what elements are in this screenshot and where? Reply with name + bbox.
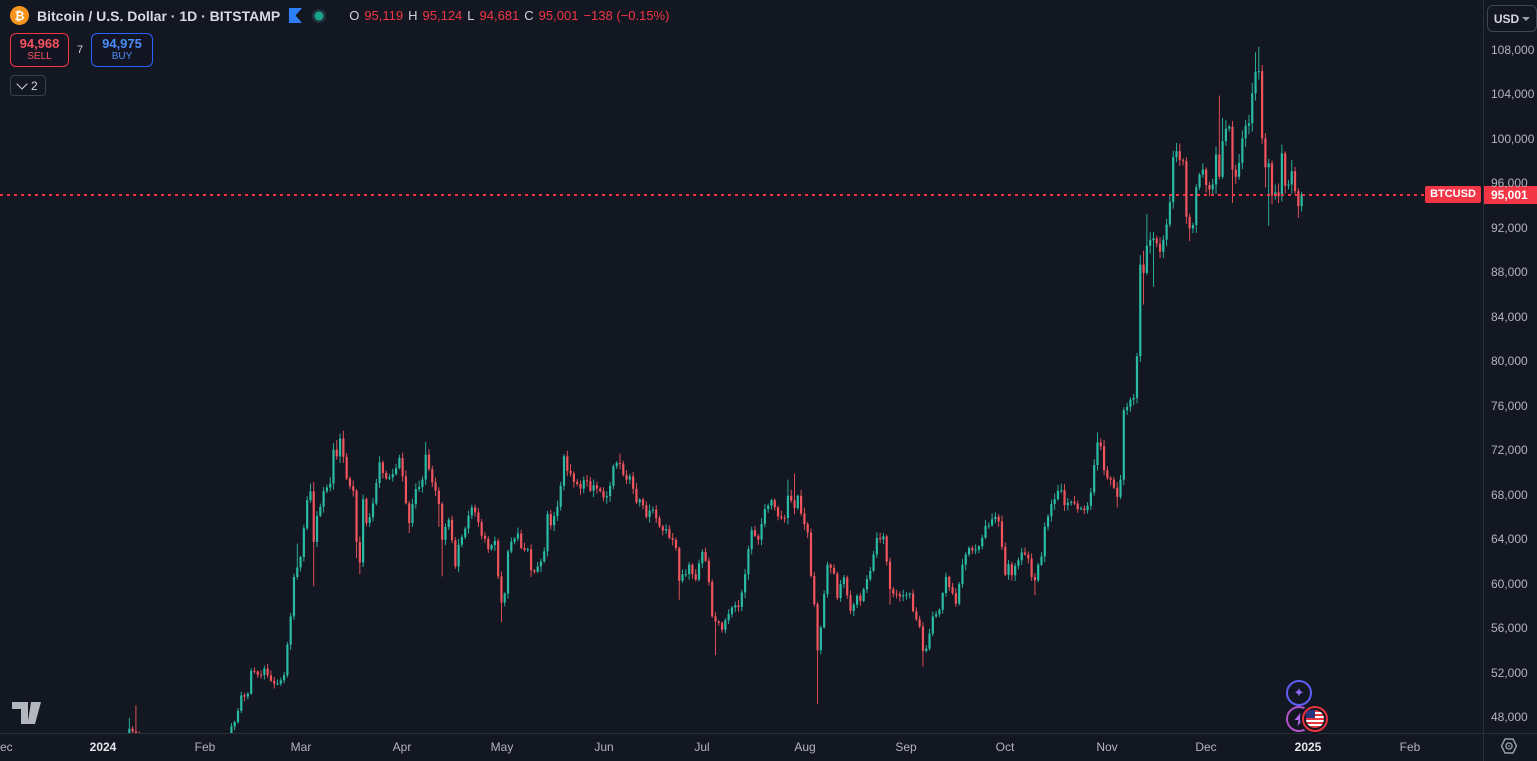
price-tick-label: 76,000 xyxy=(1491,398,1528,413)
sparkle-assistant-button[interactable]: ✦ xyxy=(1286,680,1312,706)
bitcoin-logo-icon: ₿ xyxy=(10,6,29,25)
price-tick-label: 84,000 xyxy=(1491,309,1528,324)
low-value: 94,681 xyxy=(479,8,520,23)
chart-settings-button[interactable] xyxy=(1500,737,1518,755)
market-status-icon[interactable] xyxy=(311,8,327,24)
currency-value: USD xyxy=(1493,11,1520,26)
low-label: L xyxy=(467,8,475,23)
price-tick-label: 72,000 xyxy=(1491,443,1528,458)
time-tick-label: Sep xyxy=(895,740,917,754)
time-axis[interactable]: Dec 2024 Feb Mar Apr May Jun Jul Aug Sep Oct Nov Dec… xyxy=(0,733,1537,761)
time-tick-label: Feb xyxy=(194,740,216,754)
buy-price: 94,975 xyxy=(102,36,142,51)
time-tick-label: Jul xyxy=(694,740,710,754)
price-tick-label: 88,000 xyxy=(1491,265,1528,280)
sell-price: 94,968 xyxy=(19,36,60,51)
price-tick-label: 52,000 xyxy=(1491,665,1528,680)
time-tick-label: Dec xyxy=(0,740,13,754)
currency-dropdown[interactable]: USD xyxy=(1487,5,1537,32)
ohlc-readout: O 95,119 H 95,124 L 94,681 C 95,001 −138 (−0… xyxy=(349,8,669,23)
us-flag-button[interactable] xyxy=(1302,706,1328,732)
time-tick-label: Nov xyxy=(1096,740,1118,754)
time-tick-label: Feb xyxy=(1399,740,1421,754)
buy-button[interactable]: 94,975 BUY xyxy=(91,33,153,67)
axis-corner-divider xyxy=(1483,734,1484,761)
last-price-axis-label: 95,001 xyxy=(1484,185,1537,204)
high-value: 95,124 xyxy=(422,8,463,23)
drawings-count-chip[interactable]: 2 xyxy=(10,75,46,96)
price-axis[interactable]: USD 95,001 108,000 104,000 100,000 96,000 92… xyxy=(1483,0,1537,733)
price-tick-label: 64,000 xyxy=(1491,532,1528,547)
price-tick-label: 68,000 xyxy=(1491,487,1528,502)
chevron-down-icon xyxy=(1522,16,1531,21)
close-label: C xyxy=(524,8,534,23)
chart-canvas[interactable]: BTCUSD xyxy=(0,0,1483,733)
change-value: −138 (−0.15%) xyxy=(583,8,670,23)
us-flag-icon xyxy=(1306,710,1324,728)
bitstamp-exchange-icon xyxy=(289,8,303,23)
time-tick-label: 2024 xyxy=(89,740,117,754)
chevron-down-icon xyxy=(16,78,28,90)
open-value: 95,119 xyxy=(364,8,404,23)
sell-button[interactable]: 94,968 SELL xyxy=(10,33,69,67)
time-tick-label: Oct xyxy=(995,740,1015,754)
buy-label: BUY xyxy=(111,51,133,62)
price-tick-label: 100,000 xyxy=(1491,131,1535,146)
price-tick-label: 56,000 xyxy=(1491,621,1528,636)
sell-label: SELL xyxy=(27,51,52,62)
time-tick-label: Aug xyxy=(794,740,816,754)
time-tick-label: Apr xyxy=(392,740,412,754)
symbol-title[interactable]: Bitcoin / U.S. Dollar · 1D · BITSTAMP xyxy=(37,7,281,24)
close-value: 95,001 xyxy=(538,8,579,23)
order-panel: 94,968 SELL 7 94,975 BUY xyxy=(10,33,153,67)
price-tick-label: 104,000 xyxy=(1491,87,1535,102)
price-tick-label: 80,000 xyxy=(1491,354,1528,369)
candlestick-series xyxy=(128,46,1303,733)
time-tick-label: 2025 xyxy=(1294,740,1322,754)
drawings-count: 2 xyxy=(31,78,38,93)
open-label: O xyxy=(349,8,360,23)
price-tick-label: 96,000 xyxy=(1491,176,1528,191)
price-tick-label: 92,000 xyxy=(1491,220,1528,235)
time-tick-label: Jun xyxy=(594,740,614,754)
high-label: H xyxy=(408,8,418,23)
price-tick-label: 60,000 xyxy=(1491,576,1528,591)
time-tick-label: Mar xyxy=(290,740,312,754)
spread-value: 7 xyxy=(76,44,84,56)
tradingview-logo[interactable] xyxy=(12,702,42,726)
time-tick-label: May xyxy=(490,740,514,754)
price-tick-label: 108,000 xyxy=(1491,43,1535,57)
time-tick-label: Dec xyxy=(1195,740,1217,754)
current-price-line xyxy=(0,193,1483,196)
price-line-symbol-label: BTCUSD xyxy=(1425,186,1481,203)
price-tick-label: 48,000 xyxy=(1491,710,1528,724)
chart-legend: ₿ Bitcoin / U.S. Dollar · 1D · BITSTAMP … xyxy=(10,6,669,25)
lightning-icon xyxy=(1294,712,1304,726)
